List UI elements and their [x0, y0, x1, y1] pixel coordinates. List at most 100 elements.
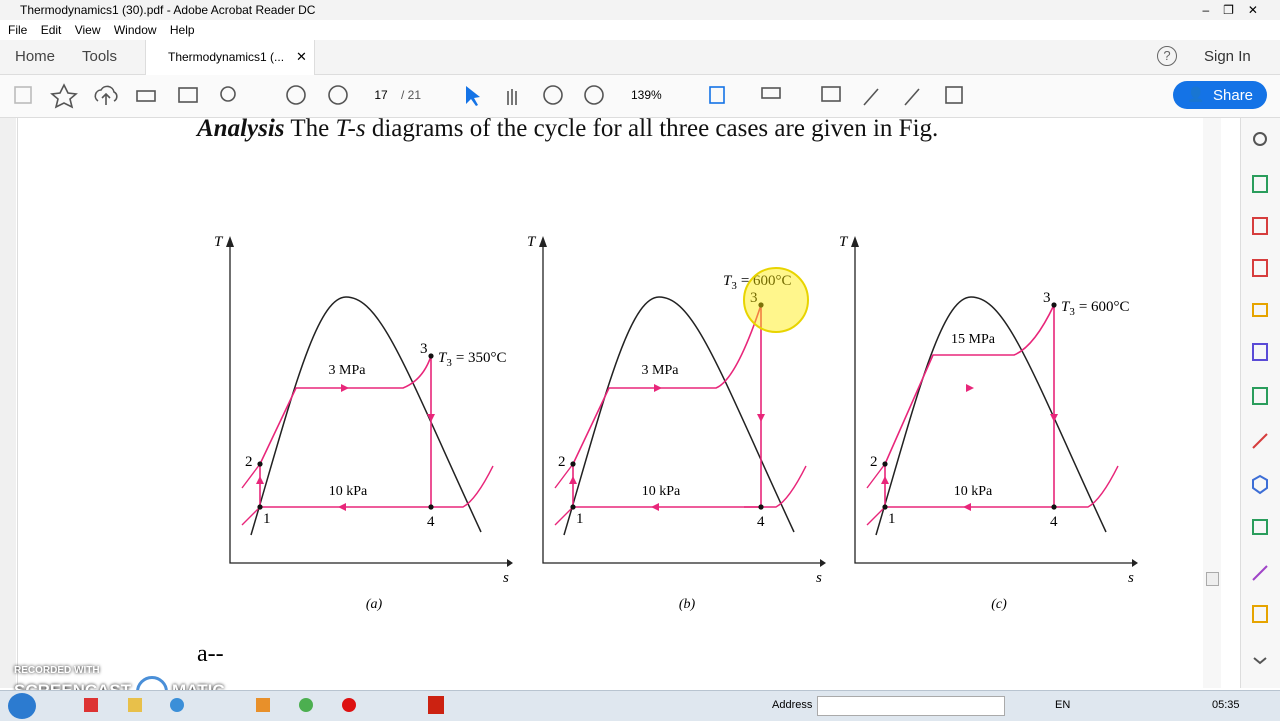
tab-bar: Home Tools Thermodynamics1 (... ✕ ? Sign…	[0, 40, 1280, 75]
t3-subscript: 3	[446, 357, 452, 369]
lead: Analysis	[197, 115, 285, 142]
pen-icon[interactable]	[863, 88, 879, 106]
high-pressure-label: 15 MPa	[951, 332, 996, 347]
axes	[854, 246, 1134, 564]
saturation-dome	[563, 296, 795, 536]
zoom-in[interactable]	[584, 85, 604, 105]
point-label: 4	[757, 514, 765, 530]
menu-item[interactable]: Help	[169, 23, 195, 37]
active-tab[interactable]: Thermodynamics1 (... ✕	[145, 40, 315, 75]
star-icon[interactable]	[50, 83, 78, 109]
prev-page[interactable]	[286, 85, 306, 105]
scroll-thumb[interactable]	[1206, 572, 1219, 586]
left-panel	[0, 118, 16, 688]
hand-tool[interactable]	[507, 89, 517, 105]
liquid-line	[866, 463, 1119, 526]
language[interactable]: EN	[1055, 699, 1071, 711]
low-pressure-label: 10 kPa	[954, 484, 993, 499]
caption: (c)	[991, 597, 1007, 612]
state-point	[257, 461, 263, 467]
saturation-dome	[875, 296, 1107, 536]
right-panel	[1240, 118, 1280, 688]
tab-label: Thermodynamics1 (...	[168, 50, 285, 64]
toolbar: 17 / 21 139% Share 👤	[0, 75, 1280, 118]
select-tool[interactable]	[466, 86, 480, 106]
text: The	[290, 115, 330, 142]
taskbar: Address EN 05:35	[0, 690, 1280, 721]
window-controls[interactable]: –❐✕	[1202, 3, 1272, 17]
state-point	[428, 353, 434, 359]
liquid-line	[554, 463, 807, 526]
t3-subscript: 3	[731, 280, 737, 292]
low-pressure-label: 10 kPa	[329, 484, 368, 499]
address-field[interactable]	[817, 696, 1005, 716]
s-axis-label: s	[1128, 570, 1134, 586]
menu-item[interactable]: Window	[113, 23, 157, 37]
state-point	[570, 504, 576, 510]
address-label: Address	[772, 699, 813, 711]
t3-symbol: T	[723, 273, 733, 289]
scrollbar[interactable]	[1203, 118, 1221, 688]
share-button[interactable]: Share 👤	[1173, 81, 1267, 109]
save-icon[interactable]	[14, 86, 32, 104]
task-icon[interactable]	[342, 698, 356, 712]
start-button[interactable]	[8, 693, 36, 719]
watermark-line: RECORDED WITH	[14, 665, 100, 676]
axes	[542, 246, 822, 564]
close-tab[interactable]: ✕	[296, 49, 307, 64]
fit-icon[interactable]	[709, 86, 725, 104]
menu-item[interactable]: File	[8, 23, 28, 37]
state-point	[428, 504, 434, 510]
t3-subscript: 3	[1069, 306, 1075, 318]
point-label: 1	[576, 511, 584, 527]
next-text: a--	[197, 641, 224, 667]
task-icon[interactable]	[428, 696, 444, 714]
cursor-highlight	[743, 267, 809, 333]
point-label: 2	[558, 454, 566, 470]
task-icon[interactable]	[299, 698, 313, 712]
low-pressure-label: 10 kPa	[642, 484, 681, 499]
point-label: 1	[263, 511, 271, 527]
tab[interactable]: Home	[15, 48, 56, 65]
sign-in[interactable]: Sign In	[1204, 48, 1251, 65]
search-icon[interactable]	[220, 86, 236, 102]
next-page[interactable]	[328, 85, 348, 105]
menu-item[interactable]: Edit	[40, 23, 62, 37]
state-point	[882, 461, 888, 467]
sign-icon[interactable]	[904, 88, 920, 106]
task-icon[interactable]	[128, 698, 142, 712]
page-count: / 21	[401, 88, 422, 102]
page-number[interactable]: 17	[374, 88, 388, 102]
liquid-line	[241, 463, 494, 526]
help-icon[interactable]: ?	[1157, 46, 1177, 66]
upload-icon[interactable]	[94, 85, 118, 105]
point-label: 3	[750, 290, 758, 306]
t3-value: = 600°C	[1079, 299, 1130, 315]
title-bar: Thermodynamics1 (30).pdf - Adobe Acrobat…	[0, 0, 1280, 20]
menu-item[interactable]: View	[74, 23, 101, 37]
t3-value: = 350°C	[456, 350, 507, 366]
zoom-level[interactable]: 139%	[631, 88, 662, 102]
s-axis-label: s	[816, 570, 822, 586]
task-icon[interactable]	[84, 698, 98, 712]
more-icon[interactable]	[945, 86, 963, 104]
t-axis-label: T	[839, 234, 849, 250]
clock: 05:35	[1212, 699, 1240, 711]
state-point	[1051, 302, 1057, 308]
task-icon[interactable]	[170, 698, 184, 712]
t3-symbol: T	[438, 350, 448, 366]
zoom-out[interactable]	[543, 85, 563, 105]
share-icon: 👤	[1187, 86, 1205, 102]
axes	[229, 246, 509, 564]
tab[interactable]: Tools	[82, 48, 118, 65]
mail-icon[interactable]	[178, 87, 198, 103]
point-label: 2	[870, 454, 878, 470]
print-icon[interactable]	[136, 90, 156, 102]
scroll-icon[interactable]	[761, 87, 781, 99]
point-label: 4	[427, 514, 435, 530]
comment-icon[interactable]	[821, 86, 841, 102]
task-icon[interactable]	[256, 698, 270, 712]
